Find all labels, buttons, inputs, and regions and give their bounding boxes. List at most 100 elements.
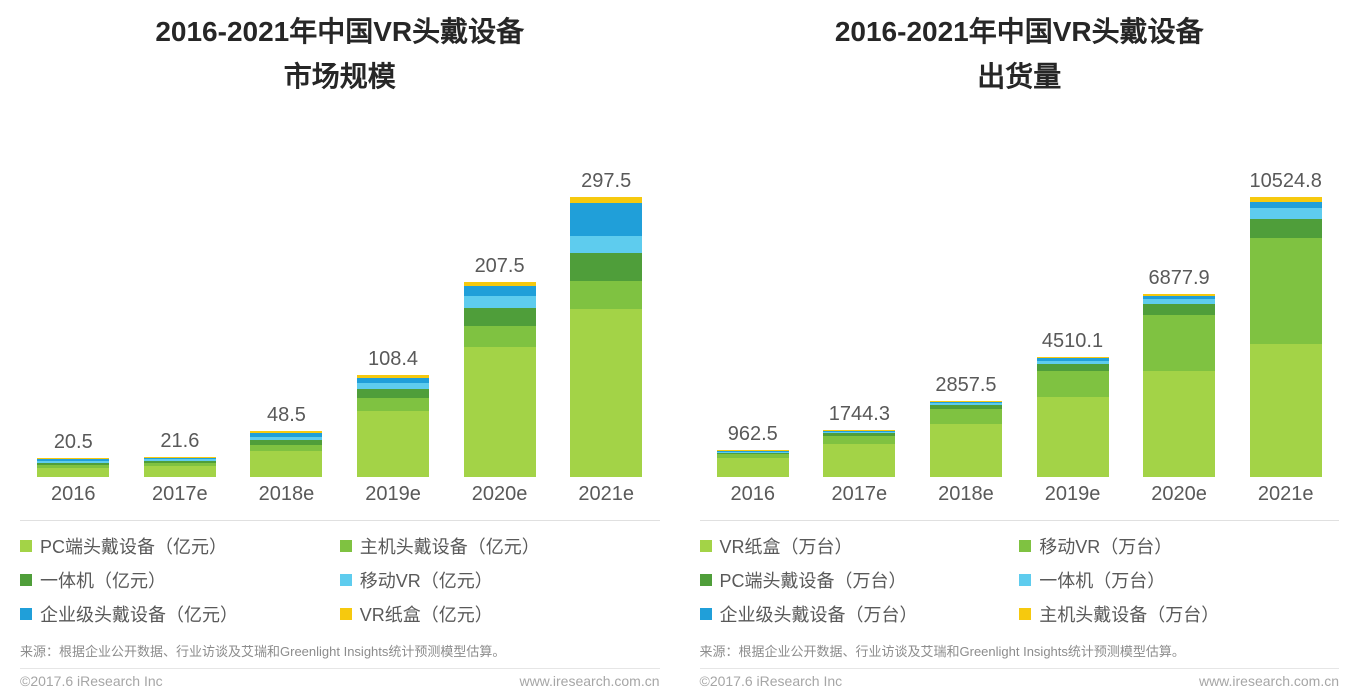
- bar-segment: [1143, 371, 1215, 477]
- site-url: www.iresearch.com.cn: [519, 673, 659, 689]
- bar-segment: [930, 409, 1002, 424]
- bar-total-label: 108.4: [368, 348, 418, 371]
- bar-segment: [570, 203, 642, 236]
- x-axis-label: 2018e: [241, 483, 331, 506]
- bars-row-1: 962.5 1744.32857.5 4510.1 6877.9 10524.8: [700, 157, 1340, 477]
- legend-swatch: [340, 540, 352, 552]
- bar-group: 1744.3: [814, 403, 904, 477]
- bar-stack: [464, 282, 536, 477]
- legend-1: VR纸盒（万台） 移动VR（万台） PC端头戴设备（万台） 一体机（万台） 企业级头戴设…: [700, 520, 1340, 631]
- bar-stack: [717, 450, 789, 477]
- legend-label: 一体机（万台）: [1039, 567, 1165, 593]
- legend-swatch: [20, 608, 32, 620]
- x-axis-label: 2019e: [1028, 483, 1118, 506]
- bar-segment: [717, 458, 789, 477]
- bar-total-label: 21.6: [160, 430, 199, 453]
- bar-segment: [357, 411, 429, 477]
- bar-total-label: 962.5: [728, 423, 778, 446]
- legend-swatch: [20, 540, 32, 552]
- bar-segment: [144, 466, 216, 477]
- bar-stack: [37, 458, 109, 477]
- x-axis-label: 2016: [708, 483, 798, 506]
- bar-stack: [250, 431, 322, 477]
- x-axis-label: 2018e: [921, 483, 1011, 506]
- bar-group: 108.4: [348, 348, 438, 477]
- legend-swatch: [1019, 608, 1031, 620]
- legend-0: PC端头戴设备（亿元） 主机头戴设备（亿元） 一体机（亿元） 移动VR（亿元） 企业级头…: [20, 520, 660, 631]
- legend-item: 主机头戴设备（亿元）: [340, 529, 660, 563]
- bar-segment: [1037, 397, 1109, 477]
- legend-item: VR纸盒（万台）: [700, 529, 1020, 563]
- bar-segment: [357, 398, 429, 411]
- x-axis-label: 2017e: [135, 483, 225, 506]
- site-url: www.iresearch.com.cn: [1199, 673, 1339, 689]
- bar-segment: [464, 347, 536, 477]
- bar-segment: [570, 253, 642, 281]
- legend-label: PC端头戴设备（万台）: [720, 567, 907, 593]
- legend-swatch: [700, 540, 712, 552]
- bar-stack: [570, 197, 642, 477]
- x-axis-label: 2021e: [561, 483, 651, 506]
- bar-total-label: 297.5: [581, 170, 631, 193]
- xaxis-row-0: 20162017e2018e2019e2020e2021e: [20, 483, 660, 506]
- legend-item: PC端头戴设备（亿元）: [20, 529, 340, 563]
- bar-segment: [464, 308, 536, 327]
- bar-stack: [1143, 294, 1215, 477]
- copyright: ©2017.6 iResearch Inc: [700, 673, 843, 689]
- legend-label: 企业级头戴设备（亿元）: [40, 601, 238, 627]
- bar-stack: [144, 457, 216, 477]
- x-axis-label: 2020e: [455, 483, 545, 506]
- bar-segment: [464, 286, 536, 297]
- bar-segment: [1143, 304, 1215, 315]
- bar-segment: [1037, 364, 1109, 371]
- legend-label: 企业级头戴设备（万台）: [720, 601, 918, 627]
- bar-group: 4510.1: [1028, 330, 1118, 477]
- legend-swatch: [340, 608, 352, 620]
- legend-swatch: [700, 574, 712, 586]
- bar-total-label: 4510.1: [1042, 330, 1103, 353]
- legend-label: 一体机（亿元）: [40, 567, 166, 593]
- bar-segment: [37, 468, 109, 477]
- legend-label: 主机头戴设备（亿元）: [360, 533, 540, 559]
- legend-label: VR纸盒（万台）: [720, 533, 853, 559]
- legend-item: 一体机（万台）: [1019, 563, 1339, 597]
- bar-stack: [930, 401, 1002, 477]
- chart-area: 962.5 1744.32857.5 4510.1 6877.9 10524.8 201…: [700, 110, 1340, 506]
- legend-item: VR纸盒（亿元）: [340, 597, 660, 631]
- bar-segment: [570, 281, 642, 309]
- bar-group: 48.5: [241, 404, 331, 477]
- bar-total-label: 10524.8: [1250, 170, 1322, 193]
- bar-stack: [1037, 357, 1109, 477]
- bar-segment: [930, 424, 1002, 477]
- x-axis-label: 2019e: [348, 483, 438, 506]
- legend-item: 企业级头戴设备（万台）: [700, 597, 1020, 631]
- source-note: 来源：根据企业公开数据、行业访谈及艾瑞和Greenlight Insights统…: [20, 641, 660, 660]
- bar-segment: [464, 326, 536, 347]
- bar-segment: [570, 236, 642, 253]
- x-axis-label: 2020e: [1134, 483, 1224, 506]
- bar-total-label: 48.5: [267, 404, 306, 427]
- bar-total-label: 20.5: [54, 431, 93, 454]
- bar-segment: [1250, 219, 1322, 238]
- legend-item: 企业级头戴设备（亿元）: [20, 597, 340, 631]
- legend-item: 一体机（亿元）: [20, 563, 340, 597]
- footer: ©2017.6 iResearch Inc www.iresearch.com.…: [20, 668, 660, 689]
- bar-stack: [357, 375, 429, 477]
- panel-market-size: 2016-2021年中国VR头戴设备 市场规模 20.521.648.5108.…: [0, 0, 680, 699]
- copyright: ©2017.6 iResearch Inc: [20, 673, 163, 689]
- bar-group: 10524.8: [1241, 170, 1331, 477]
- legend-item: 移动VR（万台）: [1019, 529, 1339, 563]
- legend-label: 主机头戴设备（万台）: [1039, 601, 1219, 627]
- legend-item: 主机头戴设备（万台）: [1019, 597, 1339, 631]
- bar-group: 2857.5: [921, 374, 1011, 477]
- bar-group: 6877.9: [1134, 267, 1224, 477]
- xaxis-row-1: 20162017e2018e2019e2020e2021e: [700, 483, 1340, 506]
- legend-swatch: [700, 608, 712, 620]
- bar-stack: [1250, 197, 1322, 477]
- bar-total-label: 6877.9: [1149, 267, 1210, 290]
- legend-item: 移动VR（亿元）: [340, 563, 660, 597]
- legend-swatch: [20, 574, 32, 586]
- bars-row-0: 20.521.648.5108.4207.5297.5: [20, 157, 660, 477]
- bar-segment: [357, 389, 429, 398]
- bar-segment: [1250, 344, 1322, 477]
